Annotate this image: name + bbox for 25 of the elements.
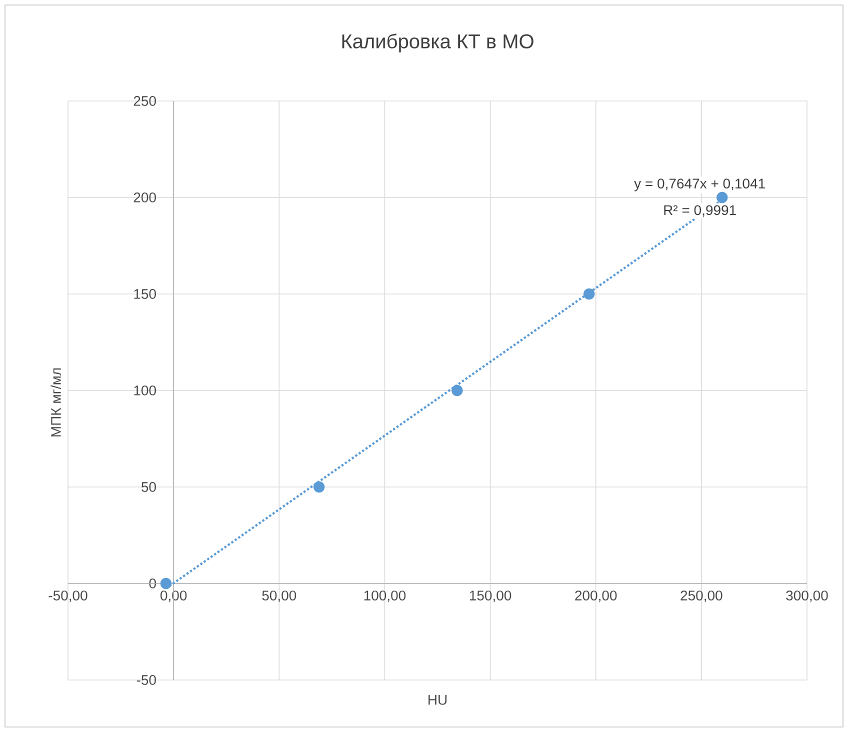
- y-tick-label: 250: [134, 96, 156, 106]
- y-tick-label: 50: [142, 482, 156, 492]
- point: [716, 192, 728, 204]
- y-tick-label: -50: [136, 675, 156, 685]
- annotation: y = 0,7647x + 0,1041: [634, 178, 765, 192]
- chart-title: Калибровка КТ в МО: [342, 34, 534, 52]
- point: [584, 288, 595, 300]
- x-tick-label: 100,00: [364, 590, 406, 602]
- annotation: R² = 0,9991: [664, 205, 736, 217]
- y-tick-label: 0: [149, 578, 156, 588]
- point: [313, 481, 325, 493]
- x-tick-label: 200,00: [575, 590, 617, 602]
- point: [160, 578, 172, 590]
- x-tick-label: 300,00: [786, 590, 828, 602]
- x-tick-label: 250,00: [680, 590, 722, 602]
- x-tick-label: 0,00: [160, 590, 187, 602]
- x-tick-label: 150,00: [470, 590, 512, 602]
- point: [452, 384, 463, 396]
- x-axis-title: HU: [428, 695, 447, 705]
- y-tick-label: 150: [134, 289, 156, 299]
- y-tick-label: 100: [134, 386, 156, 396]
- y-axis-title: МПК мг/мл: [50, 368, 61, 436]
- y-tick-label: 200: [134, 192, 156, 202]
- x-tick-label: -50,00: [48, 590, 88, 602]
- x-tick-label: 50,00: [262, 590, 296, 602]
